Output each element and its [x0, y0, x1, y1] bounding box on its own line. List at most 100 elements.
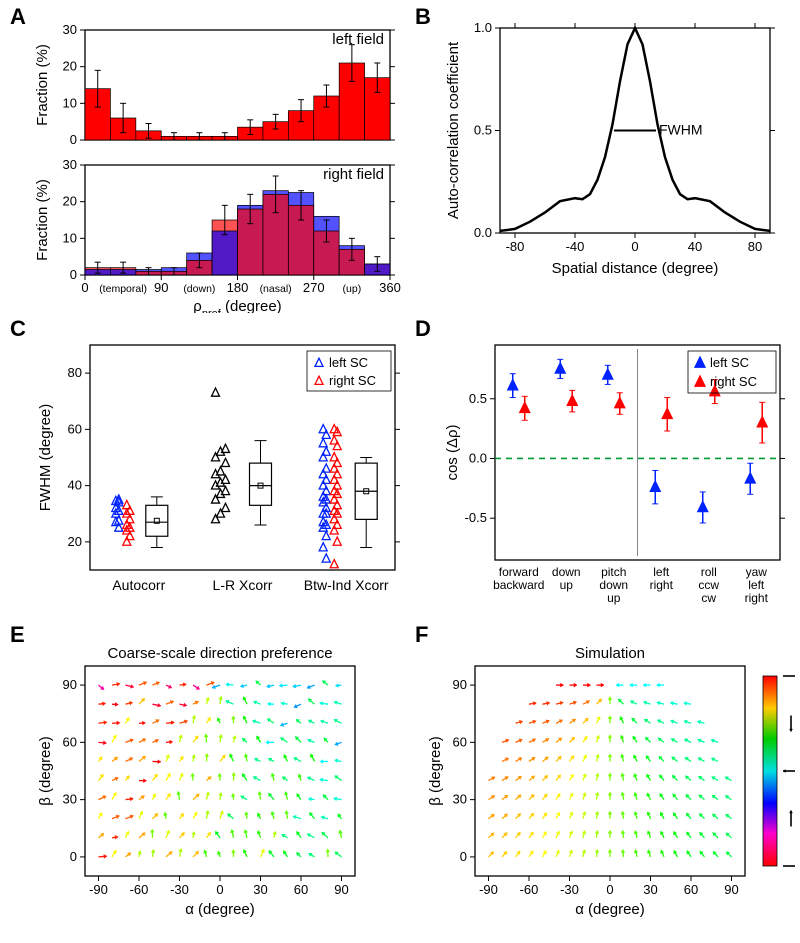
svg-text:right SC: right SC	[710, 374, 757, 389]
svg-text:(temporal): (temporal)	[99, 283, 147, 295]
panel-e-direction-preference: Coarse-scale direction preference -90 -60 -…	[30, 640, 400, 935]
svg-text:0: 0	[631, 239, 638, 254]
svg-text:60: 60	[63, 734, 77, 749]
svg-text:60: 60	[294, 882, 308, 897]
svg-text:0.0: 0.0	[469, 450, 487, 465]
svg-text:pitch: pitch	[601, 565, 626, 579]
svg-text:360: 360	[379, 280, 401, 295]
svg-text:30: 30	[63, 792, 77, 807]
svg-text:30: 30	[253, 882, 267, 897]
figure-page: { "figure": { "width": 800, "height": 94…	[0, 0, 800, 943]
svg-text:0.0: 0.0	[474, 225, 492, 240]
svg-text:180: 180	[227, 280, 249, 295]
svg-text:left: left	[653, 565, 670, 579]
panel-a-histograms: 0 10 20 30 left field Fraction (%) 0 10 20 30 righ…	[30, 18, 410, 313]
svg-text:1.0: 1.0	[474, 20, 492, 35]
svg-text:90: 90	[154, 280, 168, 295]
svg-text:0: 0	[70, 132, 77, 147]
svg-text:left field: left field	[332, 31, 384, 48]
svg-text:20: 20	[63, 59, 77, 74]
svg-text:60: 60	[68, 421, 82, 436]
svg-text:down: down	[599, 578, 628, 592]
svg-text:90: 90	[63, 677, 77, 692]
panel-d-cos-deltarho: -0.50.00.5cos (Δρ)forwardbackwarddownupp…	[440, 330, 790, 620]
svg-text:roll: roll	[701, 565, 717, 579]
panel-label-c: C	[10, 316, 26, 342]
svg-text:Autocorr: Autocorr	[112, 577, 165, 593]
svg-text:(down): (down)	[183, 283, 215, 295]
svg-text:Btw-Ind Xcorr: Btw-Ind Xcorr	[304, 577, 389, 593]
svg-text:-90: -90	[89, 882, 108, 897]
svg-text:Fraction (%): Fraction (%)	[34, 179, 51, 261]
svg-text:80: 80	[68, 365, 82, 380]
svg-text:ccw: ccw	[698, 578, 719, 592]
svg-text:right: right	[650, 578, 674, 592]
svg-text:α (degree): α (degree)	[575, 901, 645, 918]
svg-text:0.5: 0.5	[474, 123, 492, 138]
svg-text:20: 20	[68, 534, 82, 549]
svg-text:right SC: right SC	[329, 373, 376, 388]
panel-f-simulation: Simulation -90 -60 -30 0 30 60 90 0 30 60 90 α (degr…	[420, 640, 795, 935]
svg-text:-80: -80	[506, 239, 525, 254]
panel-c-fwhm-boxplot: 20 40 60 80 FWHM (degree) Autocorr L-R Xcorr Bt…	[30, 330, 410, 620]
svg-text:Coarse-scale direction prefere: Coarse-scale direction preference	[107, 645, 332, 662]
svg-text:80: 80	[748, 239, 762, 254]
svg-text:forward: forward	[499, 565, 539, 579]
svg-text:ρpref (degree): ρpref (degree)	[193, 298, 281, 313]
svg-text:Spatial distance (degree): Spatial distance (degree)	[552, 260, 719, 277]
svg-text:backward: backward	[493, 578, 544, 592]
svg-text:90: 90	[724, 882, 738, 897]
svg-text:FWHM: FWHM	[659, 122, 703, 138]
svg-text:-40: -40	[566, 239, 585, 254]
svg-text:left SC: left SC	[329, 355, 368, 370]
svg-text:(up): (up)	[343, 283, 362, 295]
svg-text:cw: cw	[701, 591, 716, 605]
svg-text:-60: -60	[520, 882, 539, 897]
svg-text:90: 90	[453, 677, 467, 692]
svg-text:up: up	[607, 591, 621, 605]
svg-text:40: 40	[68, 478, 82, 493]
panel-label-d: D	[415, 316, 431, 342]
svg-text:30: 30	[453, 792, 467, 807]
svg-text:Simulation: Simulation	[575, 645, 645, 662]
svg-text:cos (Δρ): cos (Δρ)	[444, 424, 461, 480]
svg-text:30: 30	[63, 22, 77, 37]
panel-label-b: B	[415, 4, 431, 30]
svg-text:0: 0	[460, 849, 467, 864]
svg-text:0.5: 0.5	[469, 391, 487, 406]
svg-text:-30: -30	[560, 882, 579, 897]
svg-text:30: 30	[63, 157, 77, 172]
svg-text:down: down	[552, 565, 581, 579]
svg-text:L-R Xcorr: L-R Xcorr	[213, 577, 273, 593]
svg-text:270: 270	[303, 280, 325, 295]
svg-text:left SC: left SC	[710, 355, 749, 370]
panel-b-autocorrelation: -80-40040800.00.51.0FWHMSpatial distance…	[440, 18, 790, 278]
svg-text:30: 30	[643, 882, 657, 897]
svg-text:0: 0	[70, 267, 77, 282]
svg-text:right field: right field	[323, 166, 384, 183]
svg-text:yaw: yaw	[746, 565, 768, 579]
svg-text:0: 0	[216, 882, 223, 897]
svg-text:0: 0	[81, 280, 88, 295]
svg-text:FWHM (degree): FWHM (degree)	[37, 404, 54, 512]
svg-text:10: 10	[63, 230, 77, 245]
svg-text:0: 0	[70, 849, 77, 864]
svg-text:0: 0	[606, 882, 613, 897]
svg-text:(nasal): (nasal)	[260, 283, 292, 295]
svg-text:-60: -60	[130, 882, 149, 897]
svg-text:-90: -90	[479, 882, 498, 897]
svg-text:60: 60	[684, 882, 698, 897]
svg-text:α (degree): α (degree)	[185, 901, 255, 918]
svg-text:up: up	[560, 578, 574, 592]
svg-text:-0.5: -0.5	[465, 510, 487, 525]
panel-label-a: A	[10, 4, 26, 30]
svg-text:90: 90	[334, 882, 348, 897]
svg-text:Auto-correlation coefficient: Auto-correlation coefficient	[445, 41, 462, 219]
svg-text:20: 20	[63, 194, 77, 209]
svg-text:Fraction (%): Fraction (%)	[34, 44, 51, 126]
svg-text:10: 10	[63, 95, 77, 110]
svg-text:60: 60	[453, 734, 467, 749]
panel-label-e: E	[10, 622, 25, 648]
svg-text:left: left	[748, 578, 765, 592]
svg-text:-30: -30	[170, 882, 189, 897]
